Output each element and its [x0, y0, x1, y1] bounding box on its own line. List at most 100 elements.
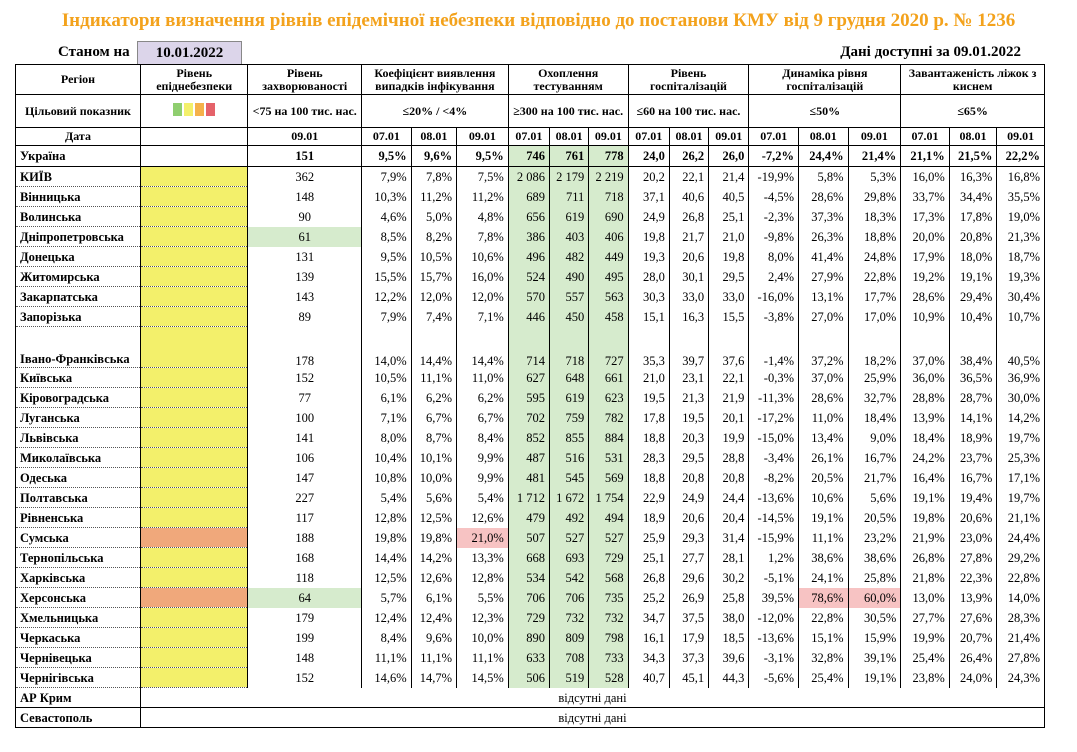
- value-cell: 450: [549, 306, 590, 327]
- value-cell: 36,9%: [996, 367, 1045, 388]
- value-cell: 495: [588, 266, 629, 287]
- value-cell: 18,8%: [847, 226, 902, 247]
- value-cell: 31,4: [708, 527, 750, 548]
- value-cell: 20,3: [668, 427, 710, 448]
- value-cell: 77: [247, 387, 363, 408]
- value-cell: 11,0%: [456, 367, 509, 388]
- value-cell: 568: [588, 567, 629, 588]
- value-cell: 18,2%: [847, 326, 902, 368]
- value-cell: 18,9%: [948, 427, 998, 448]
- value-cell: 735: [588, 587, 629, 608]
- value-cell: 26,2: [668, 145, 710, 167]
- value-cell: 118: [247, 567, 363, 588]
- value-cell: 89: [247, 306, 363, 327]
- value-cell: 16,7%: [948, 467, 998, 488]
- value-cell: 852: [507, 427, 551, 448]
- value-cell: -12,0%: [748, 607, 799, 628]
- value-cell: 29,2%: [996, 547, 1045, 568]
- table-row: Донецька 131 9,5% 10,5% 10,6% 496 482 449 19,3 20…: [15, 246, 1045, 267]
- value-cell: 782: [588, 407, 629, 428]
- value-cell: 19,8: [627, 226, 670, 247]
- value-cell: 13,4%: [798, 427, 849, 448]
- value-cell: 11,1%: [798, 527, 849, 548]
- page-title: Індикатори визначення рівнів епідемічної…: [61, 10, 1016, 31]
- value-cell: 25,9: [627, 527, 670, 548]
- value-cell: 37,3%: [798, 206, 849, 227]
- value-cell: 494: [588, 507, 629, 528]
- value-cell: 1,2%: [748, 547, 799, 568]
- value-cell: 19,1%: [847, 667, 902, 688]
- value-cell: 14,6%: [361, 667, 412, 688]
- value-cell: 178: [247, 326, 363, 368]
- date-dyn-3: 09.01: [847, 127, 902, 146]
- value-cell: 20,7%: [948, 627, 998, 648]
- value-cell: 21,0%: [456, 527, 509, 548]
- value-cell: 19,4%: [948, 487, 998, 508]
- level-cell: [139, 647, 249, 668]
- value-cell: 27,7%: [900, 607, 950, 628]
- value-cell: 148: [247, 186, 363, 207]
- table-row: Волинська 90 4,6% 5,0% 4,8% 656 619 690 24,9 26,8…: [15, 206, 1045, 227]
- value-cell: 27,0%: [798, 306, 849, 327]
- value-cell: 449: [588, 246, 629, 267]
- header-incidence-target: <75 на 100 тис. нас.: [247, 94, 363, 128]
- value-cell: 38,6%: [847, 547, 902, 568]
- value-cell: 78,6%: [798, 587, 849, 608]
- value-cell: 9,5%: [361, 246, 412, 267]
- level-cell: [139, 447, 249, 468]
- value-cell: 36,5%: [948, 367, 998, 388]
- header-beds: Завантаженість ліжок з киснем: [900, 64, 1045, 95]
- value-cell: 37,5: [668, 607, 710, 628]
- value-cell: 729: [588, 547, 629, 568]
- level-cell: [139, 547, 249, 568]
- value-cell: 22,8%: [798, 607, 849, 628]
- value-cell: 19,7%: [996, 487, 1045, 508]
- level-cell: [139, 286, 249, 307]
- value-cell: 778: [588, 145, 629, 167]
- level-cell: [139, 186, 249, 207]
- value-cell: 39,1%: [847, 647, 902, 668]
- value-cell: -0,3%: [748, 367, 799, 388]
- value-cell: 33,0: [668, 286, 710, 307]
- value-cell: 38,4%: [948, 326, 998, 368]
- value-cell: 15,5: [708, 306, 750, 327]
- value-cell: 15,1%: [798, 627, 849, 648]
- value-cell: 5,8%: [798, 166, 849, 187]
- value-cell: 148: [247, 647, 363, 668]
- value-cell: 12,0%: [410, 286, 458, 307]
- level-swatch-4: [206, 103, 216, 116]
- value-cell: 27,9%: [798, 266, 849, 287]
- header-incidence: Рівень захворюваності: [247, 64, 363, 95]
- value-cell: 32,8%: [798, 647, 849, 668]
- value-cell: 25,4%: [900, 647, 950, 668]
- value-cell: 39,5%: [748, 587, 799, 608]
- value-cell: 7,9%: [361, 306, 412, 327]
- date-hosp-2: 08.01: [668, 127, 710, 146]
- value-cell: 28,1: [708, 547, 750, 568]
- value-cell: 28,6%: [900, 286, 950, 307]
- value-cell: 20,5%: [847, 507, 902, 528]
- header-date: Дата: [15, 127, 141, 146]
- value-cell: 33,7%: [900, 186, 950, 207]
- value-cell: 17,8%: [948, 206, 998, 227]
- date-det-1: 07.01: [361, 127, 412, 146]
- value-cell: 595: [507, 387, 551, 408]
- value-cell: 890: [507, 627, 551, 648]
- value-cell: 17,1%: [996, 467, 1045, 488]
- region-name: Дніпропетровська: [15, 226, 141, 247]
- value-cell: 9,6%: [410, 145, 458, 167]
- value-cell: 16,3%: [948, 166, 998, 187]
- value-cell: 27,7: [668, 547, 710, 568]
- value-cell: 26,8%: [900, 547, 950, 568]
- region-name: Севастополь: [15, 707, 141, 728]
- value-cell: 6,7%: [456, 407, 509, 428]
- date-incidence: 09.01: [247, 127, 363, 146]
- value-cell: 45,1: [668, 667, 710, 688]
- value-cell: 10,8%: [361, 467, 412, 488]
- value-cell: 20,0%: [900, 226, 950, 247]
- value-cell: 18,3%: [847, 206, 902, 227]
- region-name: Львівська: [15, 427, 141, 448]
- value-cell: 708: [549, 647, 590, 668]
- value-cell: 542: [549, 567, 590, 588]
- value-cell: 527: [549, 527, 590, 548]
